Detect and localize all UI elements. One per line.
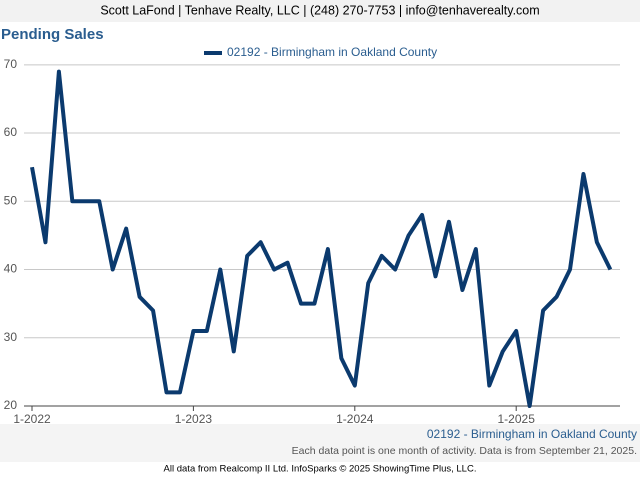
x-tick-label: 1-2024 bbox=[336, 412, 374, 426]
y-tick-label: 50 bbox=[4, 193, 18, 207]
y-tick-label: 40 bbox=[4, 262, 18, 276]
series-caption: 02192 - Birmingham in Oakland County bbox=[427, 427, 637, 441]
header: Scott LaFond | Tenhave Realty, LLC | (24… bbox=[100, 3, 539, 17]
x-tick-label: 1-2022 bbox=[13, 412, 51, 426]
note-bar bbox=[0, 424, 640, 462]
x-tick-label: 1-2023 bbox=[175, 412, 213, 426]
series-line bbox=[30, 69, 613, 408]
y-tick-label: 70 bbox=[4, 57, 18, 71]
x-tick-label: 1-2025 bbox=[498, 412, 536, 426]
y-tick-label: 60 bbox=[4, 125, 18, 139]
y-tick-label: 30 bbox=[4, 330, 18, 344]
footer: All data from Realcomp II Ltd. InfoSpark… bbox=[164, 464, 477, 475]
header-bar bbox=[0, 0, 640, 22]
note: Each data point is one month of activity… bbox=[292, 445, 637, 457]
legend-label: 02192 - Birmingham in Oakland County bbox=[227, 45, 437, 59]
chart-title: Pending Sales bbox=[1, 26, 104, 43]
y-tick-label: 20 bbox=[4, 398, 18, 412]
